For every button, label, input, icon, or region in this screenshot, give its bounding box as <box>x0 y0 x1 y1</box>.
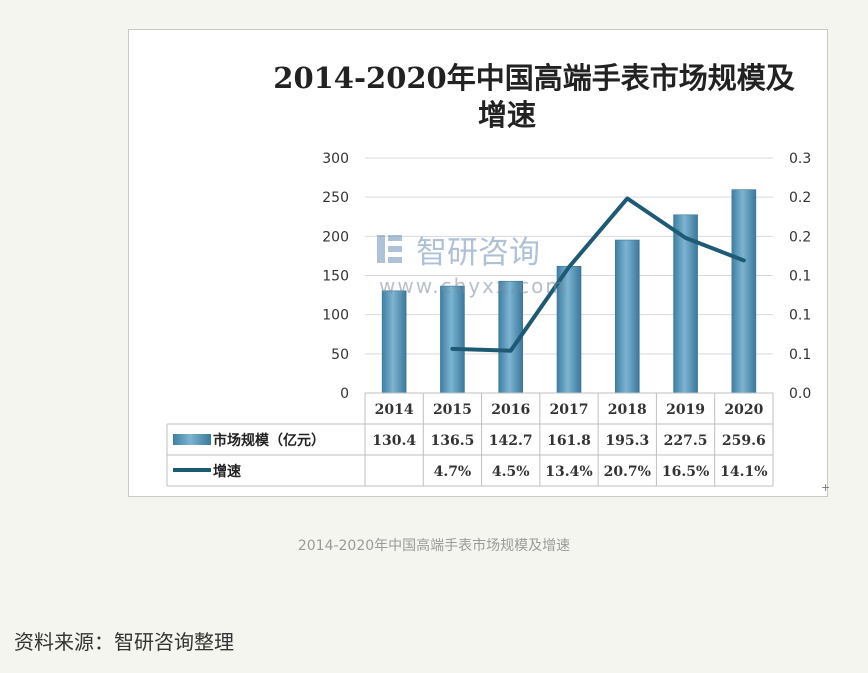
bar-value-label-2017: 161.8 <box>547 433 591 449</box>
right-tick-label: 0.2 <box>789 190 811 206</box>
resize-handle-icon: + <box>821 481 831 494</box>
bar-value-label-2018: 195.3 <box>605 433 649 449</box>
left-tick-label: 0 <box>340 386 349 402</box>
growth-value-label-2017: 13.4% <box>545 464 592 480</box>
chart-frame: 2014-2020年中国高端手表市场规模及 增速 0 50 100 150 200 250… <box>128 29 828 497</box>
growth-line <box>450 196 746 353</box>
category-label-2015: 2015 <box>433 402 472 418</box>
watermark: 智研咨询 www.chyxx.com <box>377 235 567 298</box>
legend-bar-icon <box>173 434 211 445</box>
bar-value-label-2016: 142.7 <box>489 433 533 449</box>
bar-2019 <box>673 214 698 394</box>
source-note: 资料来源：智研咨询整理 <box>14 630 234 654</box>
left-tick-label: 300 <box>322 151 349 167</box>
data-table: 2014 2015 2016 2017 2018 2019 2020 市场规模（亿元） 增速 13… <box>166 392 774 487</box>
growth-value-label-2015: 4.7% <box>434 464 472 480</box>
chart-svg: 2014-2020年中国高端手表市场规模及 增速 0 50 100 150 200 250… <box>166 61 811 487</box>
legend-line-label: 增速 <box>213 463 241 480</box>
watermark-url: www.chyxx.com <box>379 274 567 298</box>
right-tick-label: 0.2 <box>789 229 811 245</box>
bar-value-label-2014: 130.4 <box>372 433 416 449</box>
right-tick-label: 0.1 <box>789 269 811 285</box>
right-tick-label: 0.0 <box>789 386 811 402</box>
category-label-2018: 2018 <box>608 402 647 418</box>
bar-value-label-2019: 227.5 <box>664 433 708 449</box>
bar-value-label-2015: 136.5 <box>431 433 475 449</box>
watermark-brand: 智研咨询 <box>416 235 540 271</box>
chart-title-line-2: 增速 <box>478 98 536 132</box>
category-label-2019: 2019 <box>666 402 705 418</box>
left-tick-label: 50 <box>331 347 349 363</box>
legend-bar-label: 市场规模（亿元） <box>213 432 325 449</box>
left-tick-label: 250 <box>322 190 349 206</box>
category-label-2014: 2014 <box>375 402 414 418</box>
bar-2020 <box>731 189 757 394</box>
growth-value-label-2019: 16.5% <box>662 464 709 480</box>
left-tick-label: 150 <box>322 269 349 285</box>
line-series <box>450 196 746 353</box>
growth-value-label-2020: 14.1% <box>720 464 767 480</box>
bar-2015 <box>440 285 465 394</box>
bar-value-label-2020: 259.6 <box>722 433 766 449</box>
growth-value-label-2016: 4.5% <box>492 464 530 480</box>
right-tick-label: 0.1 <box>789 308 811 324</box>
right-axis-ticks: 0.0 0.1 0.1 0.1 0.2 0.2 0.3 <box>789 151 811 402</box>
right-tick-label: 0.3 <box>789 151 811 167</box>
chart-title-line-1: 2014-2020年中国高端手表市场规模及 <box>273 61 794 95</box>
figure-caption: 2014-2020年中国高端手表市场规模及增速 <box>297 538 571 554</box>
left-axis-ticks: 0 50 100 150 200 250 300 <box>322 151 349 402</box>
watermark-logo-icon <box>377 235 402 263</box>
bar-2014 <box>381 290 407 394</box>
right-tick-label: 0.1 <box>789 347 811 363</box>
left-tick-label: 100 <box>322 308 349 324</box>
bar-series <box>381 189 757 394</box>
category-label-2020: 2020 <box>724 402 763 418</box>
bar-2017 <box>556 265 582 394</box>
category-label-2016: 2016 <box>491 402 530 418</box>
category-label-2017: 2017 <box>550 402 589 418</box>
bar-2018 <box>614 239 640 394</box>
growth-value-label-2018: 20.7% <box>604 464 651 480</box>
left-tick-label: 200 <box>322 229 349 245</box>
